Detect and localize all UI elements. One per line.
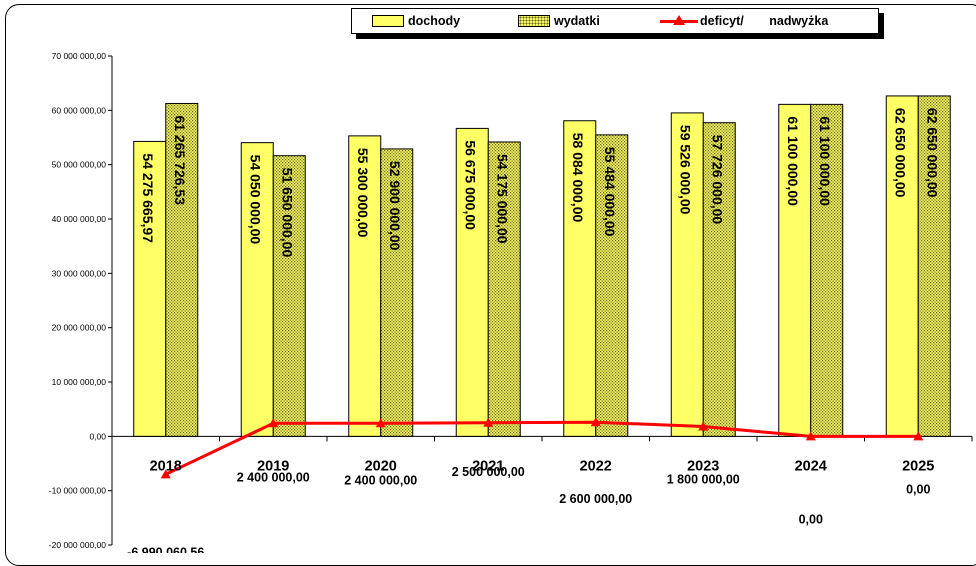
line-point <box>805 431 816 441</box>
x-tick-label: 2020 <box>365 458 397 474</box>
bar-value-label: 58 084 000,00 <box>570 133 586 223</box>
line-deficyt <box>165 420 919 476</box>
bar-wydatki <box>917 95 951 437</box>
x-tick-label: 2023 <box>687 458 719 474</box>
bar-value-label: 54 175 000,00 <box>494 154 510 244</box>
chart-legend: dochody wydatki deficyt/ nadwyżka <box>351 8 879 34</box>
bar-value-label: 51 650 000,00 <box>279 168 295 258</box>
legend-item-deficyt: deficyt/ nadwyżka <box>660 13 828 29</box>
chart: -20 000 000,00 -10 000 000,00 0,00 10 000 0… <box>49 51 973 553</box>
y-tick-label: 50 000 000,00 <box>52 160 107 170</box>
bar-wydatki <box>487 141 521 437</box>
legend-label-wydatki: wydatki <box>554 14 600 28</box>
bar-dochody <box>563 120 597 437</box>
bar-dochody <box>240 142 274 437</box>
bar-value-label: 55 300 000,00 <box>355 148 371 238</box>
y-tick-label: 40 000 000,00 <box>52 214 107 224</box>
bar-wydatki <box>165 102 199 437</box>
y-tick-label: 60 000 000,00 <box>52 105 107 115</box>
bar-dochody <box>133 140 167 437</box>
line-point <box>375 418 386 428</box>
line-value-label: -6 990 060,56 <box>127 545 204 553</box>
line-value-label: 2 400 000,00 <box>237 470 310 484</box>
legend-label-deficyt: deficyt/ nadwyżka <box>700 14 829 28</box>
bar-wydatki <box>380 148 414 437</box>
bar-wydatki <box>272 155 306 437</box>
line-point <box>483 417 494 427</box>
bar-value-label: 62 650 000,00 <box>924 108 940 198</box>
line-point <box>160 469 171 479</box>
bar-value-label: 54 275 665,97 <box>140 153 156 243</box>
x-tick-label: 2022 <box>580 458 612 474</box>
bar-wydatki <box>595 134 629 437</box>
bar-value-label: 61 100 000,00 <box>817 116 833 206</box>
legend-swatch-dochody <box>372 15 404 27</box>
y-tick-label: 70 000 000,00 <box>52 51 107 61</box>
line-value-label: 2 500 000,00 <box>452 465 525 479</box>
bar-dochody <box>778 103 812 437</box>
legend-item-dochody: dochody <box>372 13 460 29</box>
y-tick-label: 30 000 000,00 <box>52 268 107 278</box>
line-point <box>268 418 279 428</box>
x-tick-label: 2021 <box>472 458 504 474</box>
y-tick-label: 0,00 <box>89 431 106 441</box>
bar-value-label: 61 100 000,00 <box>785 116 801 206</box>
y-tick-label: 10 000 000,00 <box>52 377 107 387</box>
legend-line-marker <box>660 14 698 28</box>
bar-value-label: 62 650 000,00 <box>892 108 908 198</box>
y-tick-label: 20 000 000,00 <box>52 323 107 333</box>
bar-dochody <box>885 95 919 437</box>
x-tick-label: 2019 <box>257 458 289 474</box>
line-value-label: 0,00 <box>906 482 930 496</box>
legend-swatch-wydatki <box>518 15 550 27</box>
x-tick-label: 2018 <box>150 458 182 474</box>
x-tick-label: 2024 <box>795 458 827 474</box>
bar-dochody <box>670 112 704 437</box>
line-value-label: 2 400 000,00 <box>344 473 417 487</box>
legend-item-wydatki: wydatki <box>518 13 600 29</box>
bar-wydatki <box>810 103 844 437</box>
bar-value-label: 61 265 726,53 <box>172 115 188 205</box>
bar-value-label: 59 526 000,00 <box>677 125 693 215</box>
line-point <box>590 417 601 427</box>
line-value-label: 1 800 000,00 <box>667 473 740 487</box>
y-tick-label: -10 000 000,00 <box>49 486 106 496</box>
x-tick-label: 2025 <box>902 458 934 474</box>
bar-value-label: 55 484 000,00 <box>602 147 618 237</box>
bar-value-label: 52 900 000,00 <box>387 161 403 251</box>
bar-value-label: 54 050 000,00 <box>247 155 263 245</box>
bar-dochody <box>455 127 489 437</box>
bar-wydatki <box>702 122 736 437</box>
line-value-label: 2 600 000,00 <box>559 492 632 506</box>
line-point <box>698 421 709 431</box>
legend-label-dochody: dochody <box>408 14 461 28</box>
bar-value-label: 57 726 000,00 <box>709 135 725 225</box>
line-value-label: 0,00 <box>799 512 823 526</box>
line-point <box>913 431 924 441</box>
y-tick-label: -20 000 000,00 <box>49 540 106 550</box>
bar-value-label: 56 675 000,00 <box>462 140 478 230</box>
